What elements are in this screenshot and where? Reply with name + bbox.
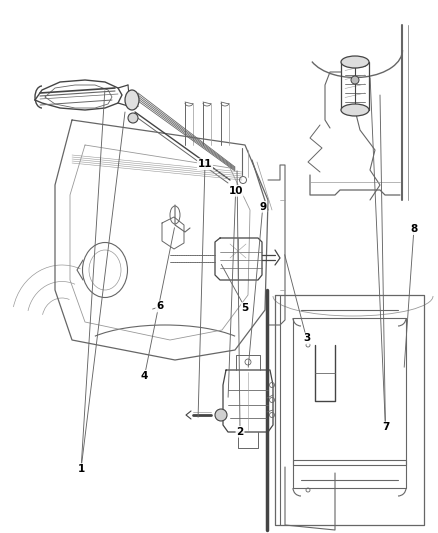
Text: 5: 5 <box>242 303 249 313</box>
Text: 4: 4 <box>141 371 148 381</box>
Text: 3: 3 <box>303 334 310 343</box>
Ellipse shape <box>351 76 359 84</box>
Text: 11: 11 <box>198 159 212 169</box>
Ellipse shape <box>341 104 369 116</box>
Text: 1: 1 <box>78 464 85 474</box>
Ellipse shape <box>128 113 138 123</box>
Ellipse shape <box>125 90 139 110</box>
Text: 6: 6 <box>156 302 163 311</box>
Text: 2: 2 <box>237 427 244 437</box>
Text: 8: 8 <box>410 224 417 234</box>
Text: 7: 7 <box>382 423 389 432</box>
Text: 10: 10 <box>228 186 243 196</box>
Text: 9: 9 <box>259 202 266 212</box>
Ellipse shape <box>215 409 227 421</box>
Ellipse shape <box>341 56 369 68</box>
